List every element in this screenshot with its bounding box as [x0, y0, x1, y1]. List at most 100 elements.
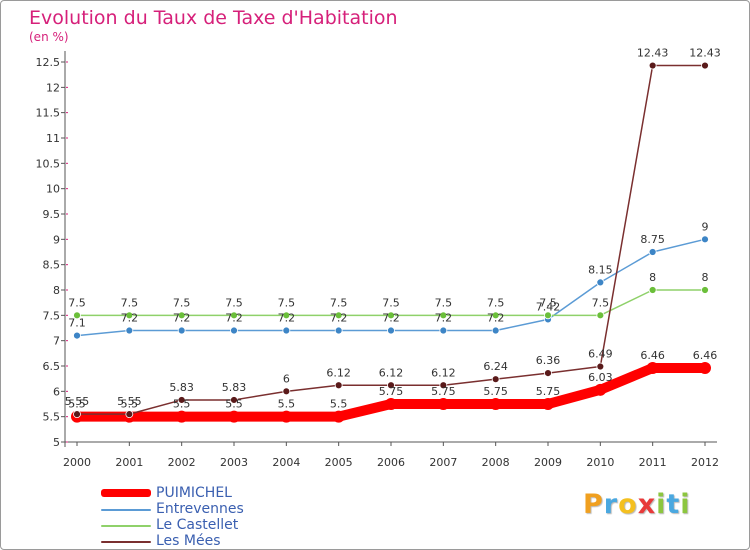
data-point-puimichel — [228, 410, 240, 423]
data-point-les-mees — [648, 61, 657, 70]
data-point-puimichel — [385, 398, 397, 410]
data-point-puimichel — [280, 410, 293, 423]
data-point-puimichel — [332, 410, 345, 423]
logo-letter: i — [680, 489, 691, 520]
x-tick-label: 2001 — [115, 456, 143, 469]
data-point-le-castellet — [544, 311, 552, 320]
legend-swatch-puimichel — [101, 489, 151, 497]
data-point-puimichel — [437, 398, 450, 410]
x-tick-label: 2004 — [272, 456, 300, 469]
x-tick-label: 2006 — [377, 456, 405, 469]
data-point-le-castellet — [701, 286, 709, 294]
data-label-les-mees: 12.43 — [637, 47, 669, 60]
logo-letter: r — [603, 489, 619, 520]
y-tick-label: 9.5 — [43, 208, 61, 221]
data-point-puimichel — [699, 362, 711, 375]
proxiti-logo: Proxiti — [583, 489, 691, 520]
data-point-le-castellet — [596, 311, 605, 320]
data-label-entrevennes: 7.1 — [68, 317, 86, 330]
x-tick-label: 2012 — [691, 456, 719, 469]
y-tick-label: 8.5 — [43, 259, 61, 272]
x-tick-label: 2009 — [534, 456, 562, 469]
legend-item-les-mees: Les Mées — [101, 533, 361, 549]
data-label-le-castellet: 7.5 — [330, 296, 348, 309]
data-label-entrevennes: 7.2 — [435, 312, 453, 325]
data-point-entrevennes — [282, 326, 291, 335]
data-label-puimichel: 5.5 — [121, 398, 139, 411]
data-label-entrevennes: 8.75 — [640, 233, 665, 246]
data-point-entrevennes — [439, 326, 448, 335]
data-point-les-mees — [701, 61, 709, 70]
data-point-entrevennes — [334, 326, 343, 335]
y-tick-label: 10 — [46, 183, 60, 196]
data-label-entrevennes: 7.2 — [173, 312, 191, 325]
data-label-puimichel: 5.75 — [483, 385, 508, 398]
data-point-les-mees — [544, 369, 552, 377]
x-tick-label: 2007 — [429, 456, 457, 469]
data-label-les-mees: 6.12 — [326, 366, 351, 379]
data-point-entrevennes — [701, 235, 709, 244]
data-label-puimichel: 6.46 — [640, 349, 665, 362]
y-tick-label: 8 — [53, 284, 60, 297]
x-tick-label: 2008 — [482, 456, 510, 469]
x-tick-label: 2002 — [168, 456, 196, 469]
data-point-puimichel — [646, 362, 659, 375]
data-label-les-mees: 5.55 — [117, 395, 142, 408]
y-tick-label: 7.5 — [43, 309, 61, 322]
y-tick-label: 9 — [53, 233, 60, 246]
y-tick-label: 7 — [53, 335, 60, 348]
data-label-les-mees: 12.43 — [689, 47, 721, 60]
data-label-entrevennes: 9 — [702, 220, 709, 233]
data-point-les-mees — [596, 362, 605, 371]
data-point-les-mees — [73, 410, 81, 419]
y-tick-label: 12.5 — [36, 56, 61, 69]
legend-label-le-castellet: Le Castellet — [156, 517, 239, 533]
logo-letter: t — [666, 489, 681, 520]
data-point-les-mees — [491, 375, 500, 384]
data-label-les-mees: 5.83 — [222, 381, 247, 394]
data-point-puimichel — [175, 410, 188, 423]
data-point-puimichel — [594, 383, 607, 396]
data-label-les-mees: 6.24 — [483, 360, 508, 373]
legend-item-puimichel: PUIMICHEL — [101, 485, 361, 501]
data-label-le-castellet: 7.5 — [539, 296, 557, 309]
data-point-les-mees — [125, 410, 134, 419]
data-point-puimichel — [489, 398, 502, 410]
data-label-le-castellet: 7.5 — [487, 296, 505, 309]
logo-letter: o — [618, 489, 638, 520]
legend-swatch-le-castellet — [101, 525, 151, 527]
data-label-puimichel: 5.75 — [431, 385, 456, 398]
y-tick-label: 5 — [53, 436, 60, 449]
legend-label-les-mees: Les Mées — [156, 533, 221, 549]
data-label-les-mees: 6.49 — [588, 348, 613, 361]
data-label-entrevennes: 7.2 — [330, 312, 348, 325]
data-label-les-mees: 5.55 — [65, 395, 90, 408]
data-label-puimichel: 6.03 — [588, 371, 613, 384]
x-tick-label: 2010 — [586, 456, 614, 469]
data-label-le-castellet: 7.5 — [173, 296, 191, 309]
data-label-le-castellet: 7.5 — [382, 296, 400, 309]
data-point-entrevennes — [230, 326, 238, 335]
data-label-les-mees: 6 — [283, 372, 290, 385]
y-tick-label: 6.5 — [43, 360, 61, 373]
x-tick-label: 2000 — [63, 456, 91, 469]
data-point-les-mees — [334, 381, 343, 390]
data-point-le-castellet — [491, 311, 500, 320]
data-label-le-castellet: 7.5 — [225, 296, 243, 309]
data-point-les-mees — [387, 381, 395, 390]
x-tick-label: 2011 — [639, 456, 667, 469]
data-label-entrevennes: 7.2 — [278, 312, 296, 325]
chart-title: Evolution du Taux de Taxe d'Habitation — [29, 7, 398, 29]
data-label-entrevennes: 7.2 — [121, 312, 139, 325]
data-point-le-castellet — [387, 311, 395, 320]
data-label-le-castellet: 7.5 — [435, 296, 453, 309]
logo-letter: P — [583, 489, 604, 520]
data-label-les-mees: 5.83 — [169, 381, 194, 394]
data-point-puimichel — [542, 398, 554, 410]
legend-label-puimichel: PUIMICHEL — [156, 485, 232, 501]
data-label-entrevennes: 7.2 — [487, 312, 505, 325]
data-label-le-castellet: 7.5 — [68, 296, 86, 309]
y-tick-label: 11.5 — [36, 107, 61, 120]
legend-swatch-entrevennes — [101, 509, 151, 511]
data-label-le-castellet: 7.5 — [278, 296, 296, 309]
